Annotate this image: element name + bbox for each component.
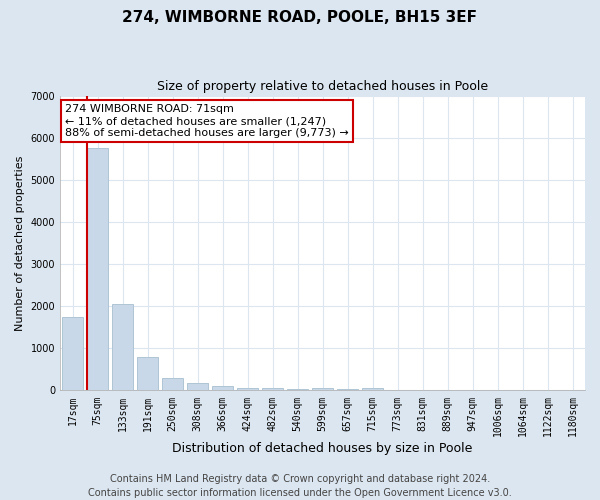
Bar [362, 388, 383, 390]
Text: 274, WIMBORNE ROAD, POOLE, BH15 3EF: 274, WIMBORNE ROAD, POOLE, BH15 3EF [122, 10, 478, 25]
Bar [312, 388, 333, 390]
Bar [212, 386, 233, 390]
Bar [187, 383, 208, 390]
Title: Size of property relative to detached houses in Poole: Size of property relative to detached ho… [157, 80, 488, 93]
Text: 274 WIMBORNE ROAD: 71sqm
← 11% of detached houses are smaller (1,247)
88% of sem: 274 WIMBORNE ROAD: 71sqm ← 11% of detach… [65, 104, 349, 138]
Bar [137, 357, 158, 390]
Bar [162, 378, 183, 390]
Bar [62, 316, 83, 390]
Bar [287, 389, 308, 390]
Text: Contains HM Land Registry data © Crown copyright and database right 2024.
Contai: Contains HM Land Registry data © Crown c… [88, 474, 512, 498]
Bar [87, 148, 108, 390]
Bar [112, 304, 133, 390]
Bar [237, 388, 258, 390]
Bar [262, 388, 283, 390]
Y-axis label: Number of detached properties: Number of detached properties [15, 156, 25, 330]
X-axis label: Distribution of detached houses by size in Poole: Distribution of detached houses by size … [172, 442, 473, 455]
